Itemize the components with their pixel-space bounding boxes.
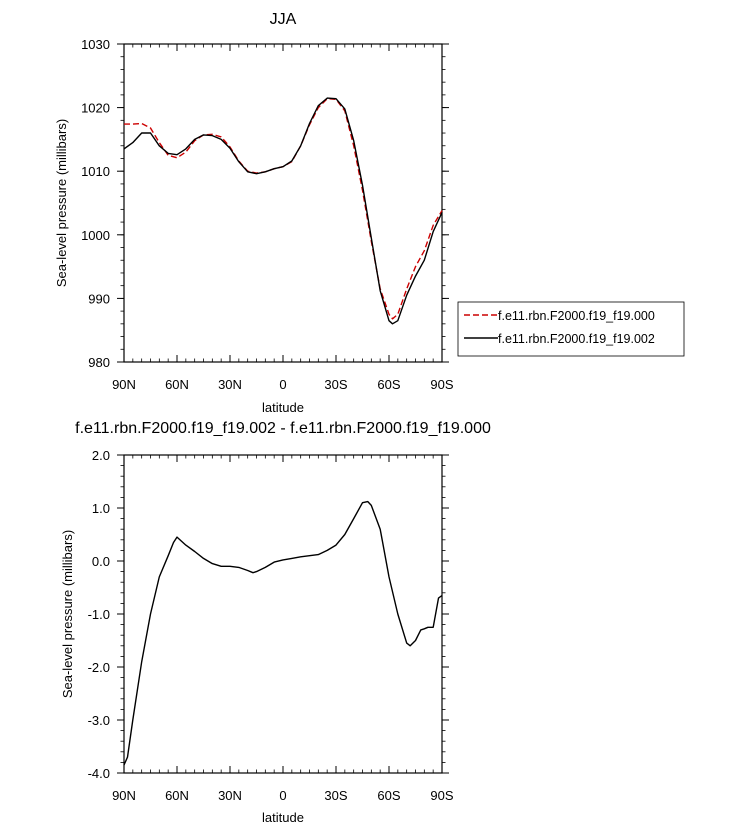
legend-entry: f.e11.rbn.F2000.f19_f19.002 bbox=[498, 332, 655, 346]
y-tick-label: -1.0 bbox=[88, 607, 110, 622]
y-tick-label: 980 bbox=[88, 355, 110, 370]
x-tick-label: 90N bbox=[112, 377, 136, 392]
y-tick-label: 2.0 bbox=[92, 448, 110, 463]
chart-panel-2: f.e11.rbn.F2000.f19_f19.002 - f.e11.rbn.… bbox=[60, 420, 491, 825]
series-line-1 bbox=[124, 97, 443, 320]
x-tick-label: 90S bbox=[430, 377, 453, 392]
y-tick-label: -4.0 bbox=[88, 766, 110, 781]
chart-title: JJA bbox=[270, 11, 297, 28]
x-tick-label: 60S bbox=[377, 788, 400, 803]
x-tick-label: 60S bbox=[377, 377, 400, 392]
chart-title: f.e11.rbn.F2000.f19_f19.002 - f.e11.rbn.… bbox=[75, 420, 491, 437]
y-axis-label: Sea-level pressure (millibars) bbox=[60, 530, 75, 698]
series-line-1 bbox=[123, 500, 443, 766]
y-tick-label: 1.0 bbox=[92, 501, 110, 516]
legend: f.e11.rbn.F2000.f19_f19.000 f.e11.rbn.F20… bbox=[457, 301, 685, 357]
series-line-2 bbox=[123, 97, 443, 325]
x-tick-label: 30S bbox=[324, 377, 347, 392]
y-tick-label: -3.0 bbox=[88, 713, 110, 728]
chart-panel-1: JJA 90N 60N 30N 0 30S 60S 90S 980 990 1000 1010 1020… bbox=[54, 11, 685, 415]
x-axis-label: latitude bbox=[262, 400, 304, 415]
y-tick-label: 1010 bbox=[81, 164, 110, 179]
plot-frame bbox=[123, 43, 443, 363]
y-tick-label: 1030 bbox=[81, 37, 110, 52]
x-tick-label: 90S bbox=[430, 788, 453, 803]
x-tick-label: 90N bbox=[112, 788, 136, 803]
x-tick-label: 0 bbox=[279, 788, 286, 803]
legend-box bbox=[457, 301, 685, 357]
x-tick-label: 0 bbox=[279, 377, 286, 392]
plot-frame bbox=[123, 454, 443, 774]
y-axis-label: Sea-level pressure (millibars) bbox=[54, 119, 69, 287]
y-tick-label: 1020 bbox=[81, 101, 110, 116]
x-tick-label: 60N bbox=[165, 788, 189, 803]
y-tick-label: 990 bbox=[88, 291, 110, 306]
y-tick-label: -2.0 bbox=[88, 660, 110, 675]
x-tick-label: 30N bbox=[218, 788, 242, 803]
y-tick-label: 1000 bbox=[81, 228, 110, 243]
y-tick-label: 0.0 bbox=[92, 554, 110, 569]
legend-entry: f.e11.rbn.F2000.f19_f19.000 bbox=[498, 309, 655, 323]
x-tick-label: 30S bbox=[324, 788, 347, 803]
x-tick-label: 60N bbox=[165, 377, 189, 392]
x-axis-label: latitude bbox=[262, 810, 304, 825]
x-tick-label: 30N bbox=[218, 377, 242, 392]
